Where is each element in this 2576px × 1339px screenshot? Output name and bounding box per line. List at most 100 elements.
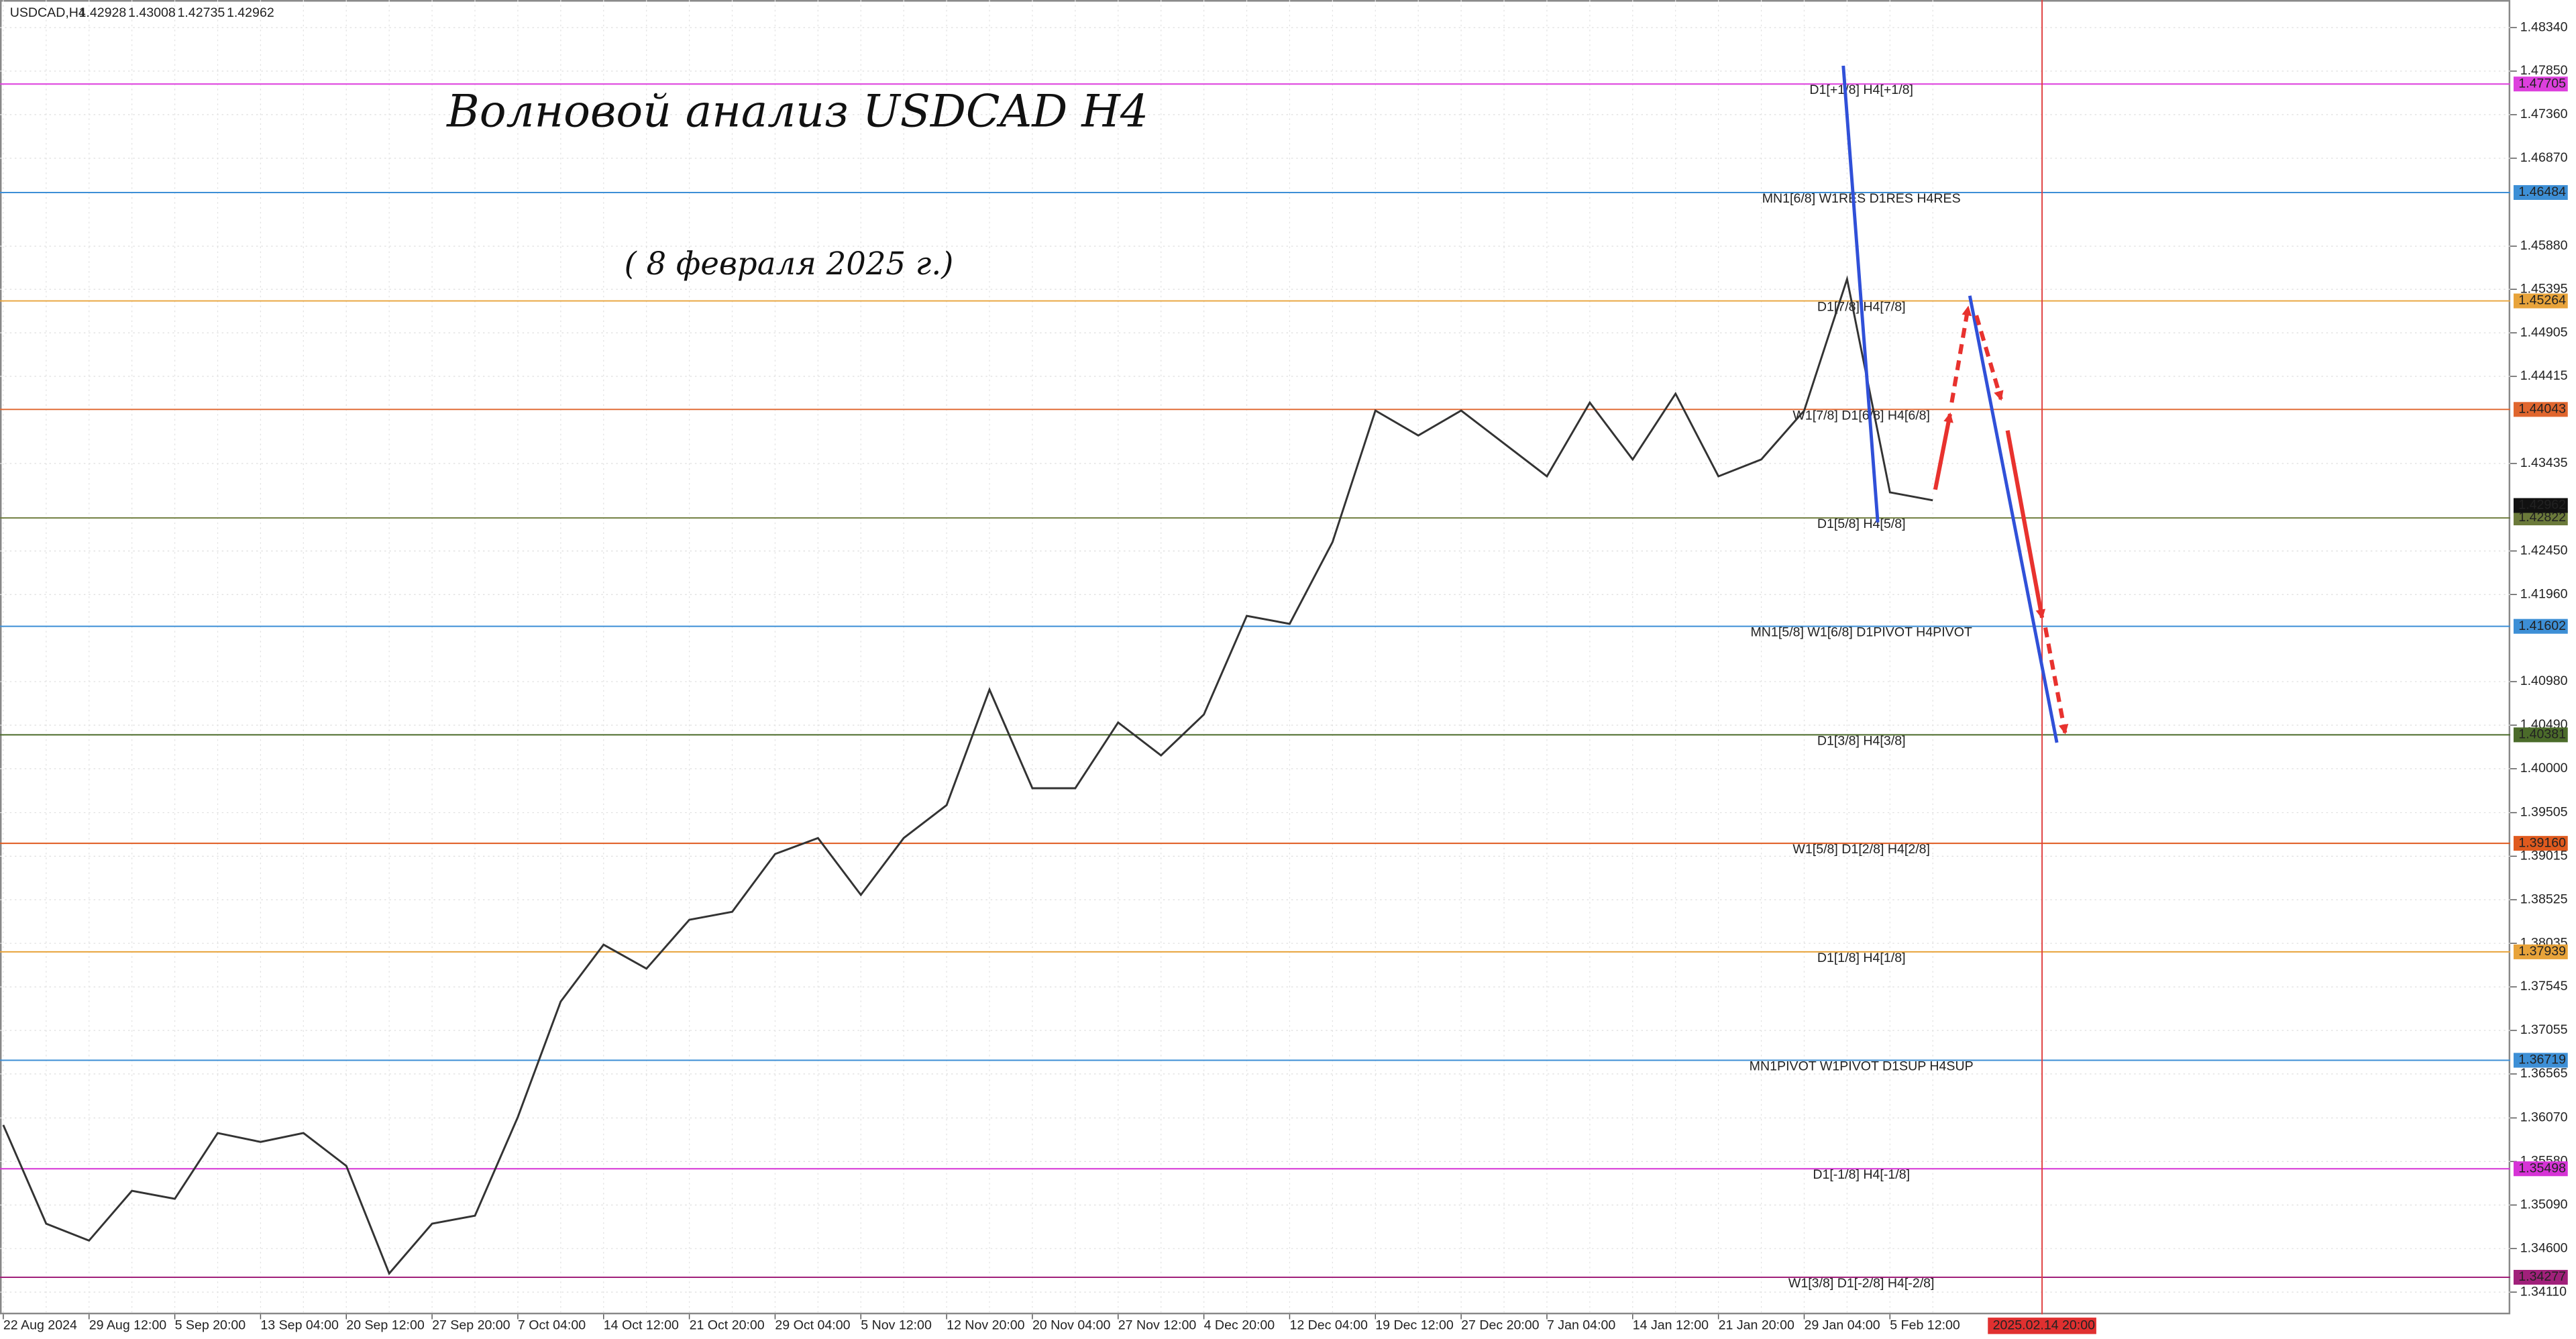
y-tick-label: 1.42450 xyxy=(2520,543,2568,558)
y-tick-label: 1.40980 xyxy=(2520,674,2568,688)
level-price-label: 1.44043 xyxy=(2518,401,2566,416)
level-price-box xyxy=(2513,836,2568,851)
y-tick-label: 1.44415 xyxy=(2520,368,2568,383)
level-name: MN1[6/8] W1RES D1RES H4RES xyxy=(1762,191,1961,206)
y-tick-label: 1.43435 xyxy=(2520,456,2568,470)
x-tick-label: 5 Sep 20:00 xyxy=(175,1318,246,1333)
cursor-time: 2025.02.14 20:00 xyxy=(1993,1318,2096,1333)
axes: 1.42928 1.43008 1.42735 1.429621.483401.478… xyxy=(3,5,2568,1334)
x-tick-label: 29 Jan 04:00 xyxy=(1804,1318,1880,1333)
level-price-label: 1.41602 xyxy=(2518,619,2566,633)
y-tick-label: 1.46870 xyxy=(2520,150,2568,165)
level-price-label: 1.35498 xyxy=(2518,1161,2566,1175)
level-name: D1[+1/8] H4[+1/8] xyxy=(1809,83,1913,97)
y-tick-label: 1.40000 xyxy=(2520,761,2568,775)
level-name: D1[1/8] H4[1/8] xyxy=(1817,951,1906,965)
level-price-label: 1.42822 xyxy=(2518,510,2566,525)
forecast xyxy=(1841,65,2069,743)
y-tick-label: 1.34600 xyxy=(2520,1240,2568,1255)
x-tick-label: 27 Dec 20:00 xyxy=(1461,1318,1540,1333)
chart-title: Волновой анализ USDCAD H4 xyxy=(446,85,1148,137)
y-tick-label: 1.37545 xyxy=(2520,979,2568,994)
x-tick-label: 12 Dec 04:00 xyxy=(1289,1318,1368,1333)
y-tick-label: 1.35090 xyxy=(2520,1197,2568,1212)
y-tick-label: 1.36565 xyxy=(2520,1066,2568,1081)
y-tick-label: 1.45395 xyxy=(2520,281,2568,296)
plot-area xyxy=(0,0,2511,1315)
level-name: D1[5/8] H4[5/8] xyxy=(1817,517,1906,531)
chart-subtitle: ( 8 февраля 2025 г.) xyxy=(625,246,954,282)
level-price-label: 1.45264 xyxy=(2518,293,2566,308)
price-line xyxy=(2,275,1933,1276)
ohlc-value: 1.42962 xyxy=(227,5,274,20)
x-tick-label: 21 Jan 20:00 xyxy=(1719,1318,1794,1333)
y-tick-label: 1.45880 xyxy=(2520,238,2568,253)
level-name: D1[3/8] H4[3/8] xyxy=(1817,733,1906,748)
x-tick-label: 5 Feb 12:00 xyxy=(1890,1318,1960,1333)
x-tick-label: 7 Jan 04:00 xyxy=(1547,1318,1615,1333)
x-tick-label: 4 Dec 20:00 xyxy=(1204,1318,1275,1333)
x-tick-label: 12 Nov 20:00 xyxy=(947,1318,1025,1333)
level-price-box xyxy=(2513,76,2568,92)
y-tick-label: 1.34110 xyxy=(2520,1284,2567,1299)
x-tick-label: 22 Aug 2024 xyxy=(3,1318,77,1333)
x-tick-label: 21 Oct 20:00 xyxy=(690,1318,765,1333)
y-tick-label: 1.38525 xyxy=(2520,892,2568,906)
x-tick-label: 7 Oct 04:00 xyxy=(518,1318,586,1333)
level-price-label: 1.46484 xyxy=(2518,184,2566,199)
x-tick-label: 20 Nov 04:00 xyxy=(1032,1318,1111,1333)
y-tick-label: 1.47360 xyxy=(2520,107,2568,121)
level-name: W1[7/8] D1[6/8] H4[6/8] xyxy=(1792,408,1930,423)
y-tick-label: 1.36070 xyxy=(2520,1110,2568,1125)
x-tick-label: 14 Jan 12:00 xyxy=(1633,1318,1709,1333)
level-price-label: 1.36719 xyxy=(2518,1053,2566,1067)
y-tick-label: 1.39505 xyxy=(2520,805,2568,820)
x-tick-label: 29 Oct 04:00 xyxy=(775,1318,850,1333)
level-name: W1[3/8] D1[-2/8] H4[-2/8] xyxy=(1788,1276,1935,1291)
x-tick-label: 13 Sep 04:00 xyxy=(260,1318,339,1333)
level-price-label: 1.47705 xyxy=(2518,76,2566,91)
y-tick-label: 1.39015 xyxy=(2520,849,2568,863)
x-tick-label: 5 Nov 12:00 xyxy=(861,1318,932,1333)
level-price-box xyxy=(2513,1161,2568,1177)
level-price-box xyxy=(2513,511,2568,526)
level-price-box xyxy=(2513,619,2568,634)
y-tick-label: 1.41960 xyxy=(2520,586,2568,601)
level-price-box xyxy=(2513,402,2568,417)
x-tick-label: 27 Sep 20:00 xyxy=(432,1318,511,1333)
level-price-box xyxy=(2513,293,2568,309)
ohlc-value: 1.42928 xyxy=(79,5,127,20)
levels: D1[+1/8] H4[+1/8] MN1[6/8] W1RES D1RES H4… xyxy=(0,83,2511,1291)
price xyxy=(2,275,1933,1276)
level-price-box xyxy=(2513,1053,2568,1068)
x-tick-label: 29 Aug 12:00 xyxy=(89,1318,167,1333)
x-tick-label: 20 Sep 12:00 xyxy=(346,1318,425,1333)
level-price-label: 1.37939 xyxy=(2518,944,2566,959)
level-name: MN1PIVOT W1PIVOT D1SUP H4SUP xyxy=(1750,1059,1974,1073)
level-price-box xyxy=(2513,944,2568,959)
last-price-box xyxy=(2513,498,2568,513)
x-tick-label: 27 Nov 12:00 xyxy=(1118,1318,1197,1333)
x-tick-label: 19 Dec 12:00 xyxy=(1375,1318,1454,1333)
y-tick-label: 1.44905 xyxy=(2520,325,2568,339)
level-name: D1[-1/8] H4[-1/8] xyxy=(1813,1167,1910,1182)
y-tick-label: 1.37055 xyxy=(2520,1022,2568,1037)
level-price-label: 1.39160 xyxy=(2518,835,2566,850)
level-price-label: 1.34277 xyxy=(2518,1269,2566,1284)
level-price-box xyxy=(2513,1269,2568,1285)
ohlc-value: 1.43008 xyxy=(128,5,176,20)
level-price-label: 1.40381 xyxy=(2518,727,2566,742)
grid xyxy=(0,0,2511,1315)
x-tick-label: 14 Oct 12:00 xyxy=(604,1318,679,1333)
ohlc-value: 1.42735 xyxy=(177,5,225,20)
level-price-box xyxy=(2513,184,2568,200)
y-tick-label: 1.47850 xyxy=(2520,63,2568,78)
y-tick-label: 1.48340 xyxy=(2520,19,2568,34)
level-name: MN1[5/8] W1[6/8] D1PIVOT H4PIVOT xyxy=(1750,625,1972,640)
symbol: USDCAD,H4 xyxy=(10,5,86,20)
last-price-label: 1.42962 xyxy=(2518,498,2566,513)
cursor-time-box xyxy=(1988,1318,2096,1334)
level-price-box xyxy=(2513,727,2568,743)
